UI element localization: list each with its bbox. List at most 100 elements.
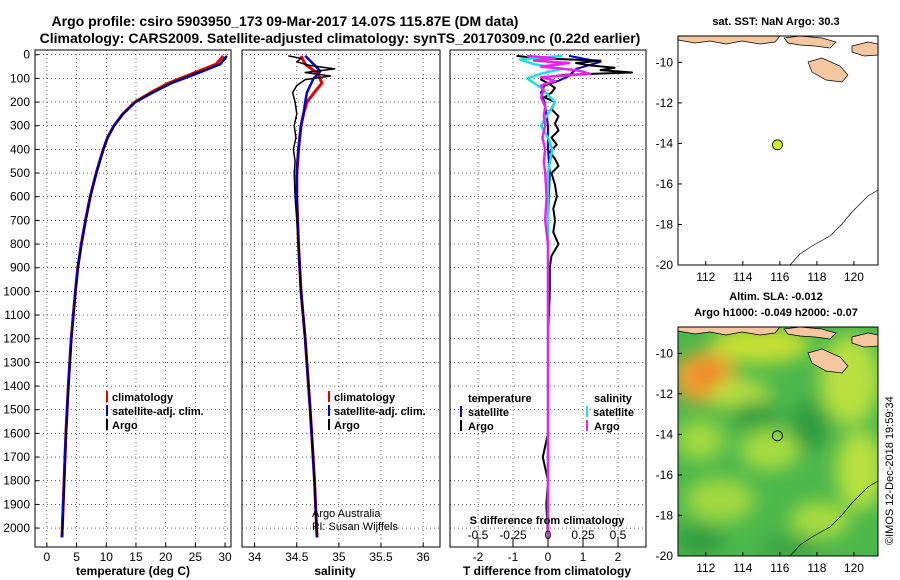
map-x-tick-label: 112 [696,270,715,284]
x-tick-label: 2 [615,550,622,564]
map-x-tick-label: 112 [696,561,715,575]
map-y-tick-label: -12 [656,387,674,401]
map-y-tick-label: -14 [656,136,674,150]
sla-coastline-java-east [678,327,781,336]
y-tick-label: 1300 [3,355,30,369]
title-line-1: Argo profile: csiro 5903950_173 09-Mar-2… [52,13,519,29]
credit-line-2: PI: Susan Wijffels [312,521,398,533]
s-tick-label: 0 [545,528,552,542]
legend-satellite: satellite-adj. clim. [112,406,204,418]
sal-legend-argo: Argo [334,420,360,432]
legend-salinity-title: salinity [594,393,633,405]
map-y-tick-label: -14 [656,427,674,441]
difference-panel: -2 -1 0 1 2 -0.5 -0.25 0 0.25 0.5 T difference fr… [449,49,647,578]
series-argo [288,55,336,536]
y-tick-label: 100 [10,71,30,85]
map-y-tick-label: -20 [656,258,674,272]
credit-line-1: Argo Australia [312,508,381,520]
y-tick-label: 1900 [3,497,30,511]
series-s-argo [526,54,592,538]
sal-legend-swatch-climatology [328,391,330,402]
sla-argo-location [771,430,783,442]
y-tick-label: 900 [10,261,30,275]
x-tick-label: -2 [473,550,484,564]
y-tick-label: 1200 [3,332,30,346]
y-tick-label: 600 [10,190,30,204]
map-y-tick-label: -12 [656,96,674,110]
legend-s-satellite: satellite [593,407,634,419]
series-s-satellite [518,54,564,538]
y-tick-label: 300 [10,119,30,133]
x-tick-label: 36 [416,550,430,564]
y-tick-label: 700 [10,213,30,227]
coastline-sumba [807,57,849,83]
map-x-tick-label: 118 [807,561,826,575]
dleg-swatch-t-argo [460,420,462,431]
x-tick-label: 10 [100,550,114,564]
legend-s-argo: Argo [594,421,620,433]
map-x-tick-label: 116 [770,270,789,284]
y-tick-label: 500 [10,166,30,180]
x-tick-label: 0 [44,550,51,564]
x-tick-label: 34.5 [285,550,309,564]
sst-argo-location [772,139,783,151]
series-satellite [295,55,322,538]
dleg-swatch-s-sat [586,406,588,417]
sal-legend-climatology: climatology [334,392,396,404]
map-y-tick-label: -18 [656,508,674,522]
temperature-panel: 0 5 10 15 20 25 300100200300400500600700800900… [3,48,232,578]
coastline-australia [789,189,878,265]
sla-coastline-flores [851,332,878,348]
title-line-2: Climatology: CARS2009. Satellite-adjuste… [40,30,641,46]
legend-temperature-title: temperature [468,393,532,405]
y-tick-label: 1500 [3,403,30,417]
sst-map-title: sat. SST: NaN Argo: 30.3 [712,16,839,28]
salinity-panel: 34 34.5 35 35.5 36 salinity climatology sate… [241,49,441,578]
map-x-tick-label: 114 [733,270,752,284]
map-y-tick-label: -16 [656,468,674,482]
x-tick-label: -1 [508,550,519,564]
coastline-sumbawa [783,36,837,49]
legend-argo: Argo [112,420,138,432]
map-y-tick-label: -16 [656,177,674,191]
s-tick-label: -0.5 [468,528,489,542]
y-tick-label: 1800 [3,474,30,488]
x-tick-label: 25 [189,550,203,564]
difference-xlabel-2: S difference from climatology [470,515,626,527]
temperature-xlabel: temperature (deg C) [76,564,190,578]
map-x-tick-label: 114 [733,561,752,575]
x-tick-label: 0 [545,550,552,564]
sst-map: sat. SST: NaN Argo: 30.3 112 114 116 118 120… [656,16,879,284]
difference-xlabel: T difference from climatology [463,564,631,578]
sal-legend-swatch-argo [328,419,330,430]
legend-swatch-climatology [106,391,108,402]
map-y-tick-label: -10 [656,346,674,360]
y-tick-label: 400 [10,142,30,156]
map-y-tick-label: -18 [656,217,674,231]
legend-swatch-satellite [106,405,108,416]
sla-map-title-1: Altim. SLA: -0.012 [729,291,823,303]
legend-swatch-argo [106,419,108,430]
dleg-swatch-t-sat [460,406,462,417]
y-tick-label: 1600 [3,426,30,440]
salinity-xlabel: salinity [314,564,356,578]
map-y-tick-label: -20 [656,549,674,563]
s-tick-label: 0.5 [610,528,627,542]
series-climatology [60,54,225,538]
y-tick-label: 1000 [3,284,30,298]
sla-coastline-sumba [807,348,849,374]
map-x-tick-label: 120 [844,561,864,575]
map-y-tick-label: -10 [656,55,674,69]
x-tick-label: 1 [580,550,587,564]
x-tick-label: 35.5 [369,550,393,564]
legend-t-argo: Argo [468,421,494,433]
sla-map: Altim. SLA: -0.012 Argo h1000: -0.049 h2… [656,291,879,575]
imos-watermark: ©IMOS 12-Dec-2018 19:59:34 [884,396,896,545]
x-tick-label: 34 [248,550,262,564]
y-tick-label: 0 [23,48,30,62]
x-tick-label: 20 [159,550,173,564]
x-tick-label: 5 [73,550,80,564]
map-x-tick-label: 116 [770,561,789,575]
sla-map-title-2: Argo h1000: -0.049 h2000: -0.07 [694,307,858,319]
series-t-argo [516,54,633,538]
